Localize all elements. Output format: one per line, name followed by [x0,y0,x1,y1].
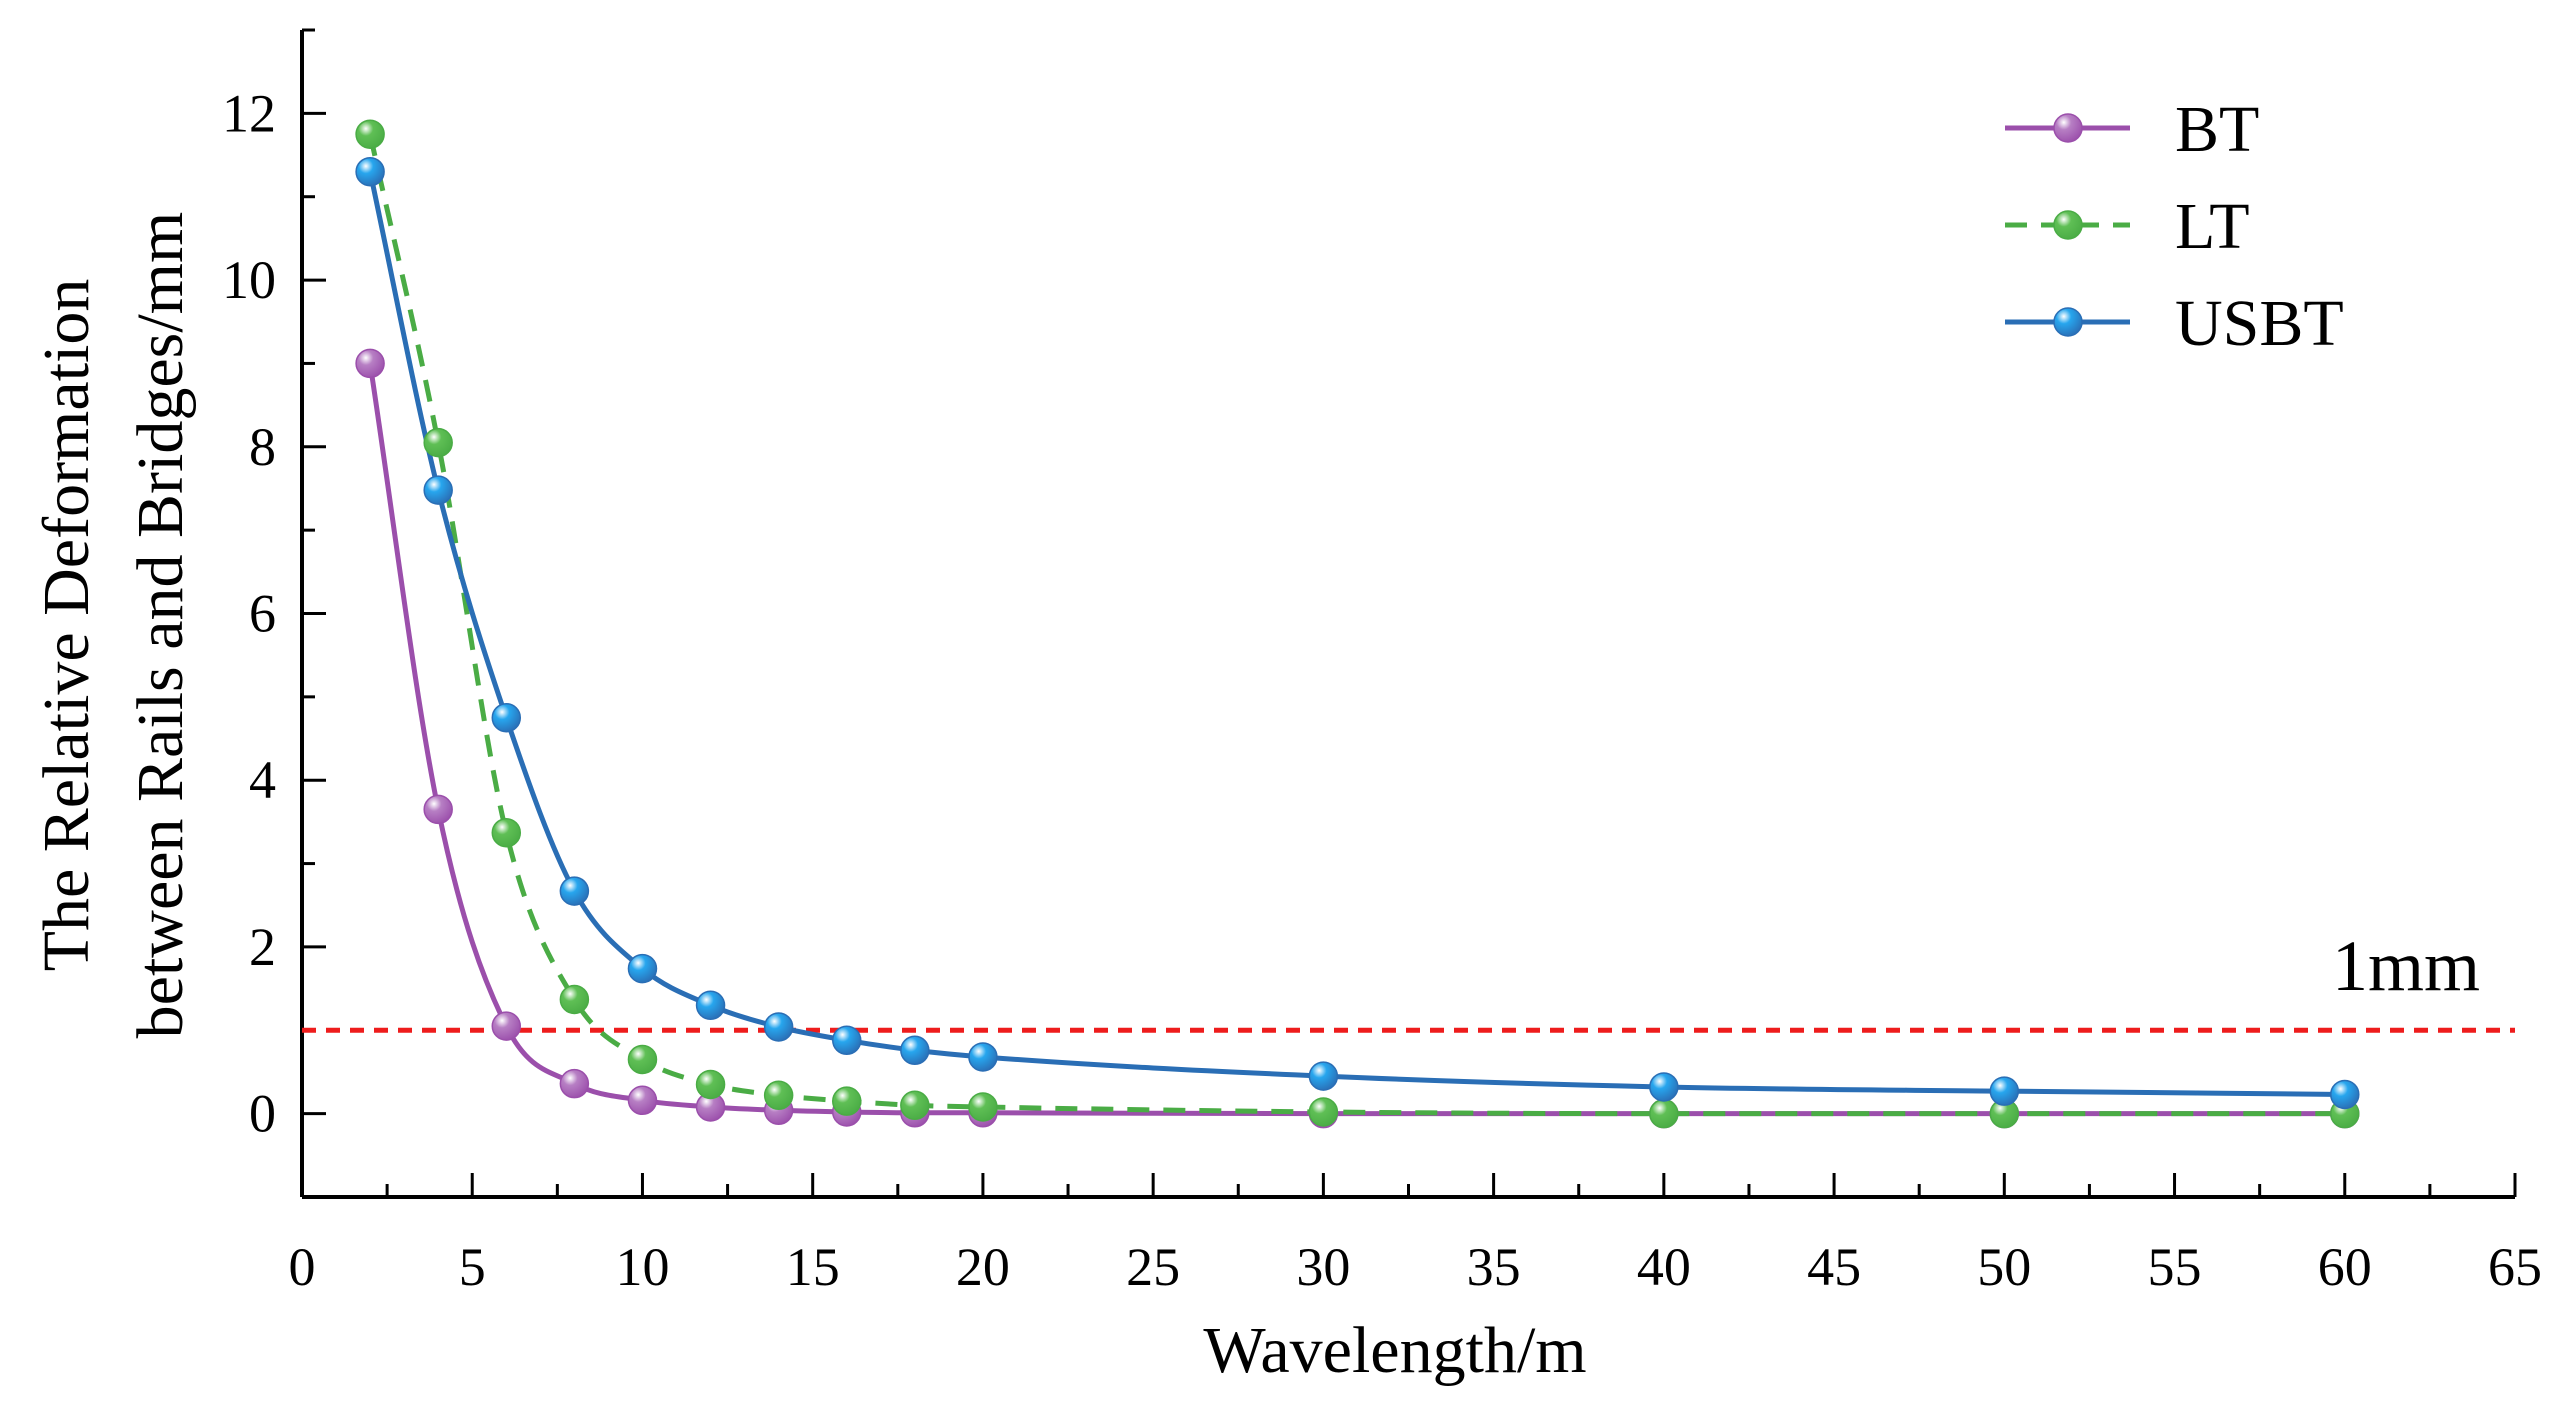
series-line-usbt [367,171,2345,1097]
data-point-bt [355,348,385,379]
x-tick-label: 35 [1467,1237,1521,1297]
data-point-lt [355,119,385,149]
data-point-usbt [627,953,658,984]
data-point-usbt [2330,1079,2360,1110]
x-tick-label: 10 [615,1237,669,1297]
x-tick-label: 30 [1296,1237,1350,1297]
data-point-usbt [831,1025,862,1056]
axes-layer: 0 5 10 15 20 25 30 35 40 45 50 55 60 65 0 2 4 6 8 10 12 [222,28,2542,1297]
data-point-usbt [900,1035,930,1066]
series-line-lt [367,133,2345,1117]
x-tick-label: 50 [1977,1237,2031,1297]
data-point-lt [900,1090,930,1121]
x-tick-label: 65 [2488,1237,2542,1297]
legend-marker-lt [2053,210,2083,240]
data-point-lt [1308,1097,1339,1127]
data-point-lt [968,1092,998,1122]
y-axis-title-line-1: The Relative Deformation [30,279,103,972]
data-point-lt [559,984,590,1015]
data-point-bt [423,794,453,825]
data-point-usbt [1649,1072,1679,1102]
y-tick-label: 4 [249,750,276,810]
x-tick-label: 5 [459,1237,486,1297]
data-point-lt [831,1086,862,1116]
x-tick-label: 45 [1807,1237,1861,1297]
y-tick-label: 2 [249,917,276,977]
data-point-usbt [695,990,726,1021]
y-tick-label: 0 [249,1084,276,1144]
legend-label-usbt: USBT [2175,287,2344,360]
marker-layer [355,119,2360,1129]
data-point-usbt [1308,1061,1339,1091]
legend-label-bt: BT [2175,93,2259,166]
data-point-usbt [1989,1076,2020,1106]
x-tick-label: 15 [786,1237,840,1297]
data-point-usbt [763,1012,794,1042]
data-point-usbt [559,876,590,906]
data-point-bt [491,1011,522,1041]
legend: BT LT USBT [2005,93,2344,360]
data-point-usbt [355,156,385,187]
data-point-usbt [491,702,522,733]
x-axis-title: Wavelength/m [1203,1314,1586,1387]
data-point-lt [1649,1098,1679,1129]
x-tick-label: 60 [2318,1237,2372,1297]
data-point-bt [627,1085,658,1116]
x-tick-label: 40 [1637,1237,1691,1297]
y-tick-label: 6 [249,584,276,644]
data-point-usbt [423,475,453,505]
legend-marker-bt [2053,113,2083,143]
data-point-lt [627,1044,658,1075]
series-layer [367,133,2345,1117]
x-tick-label: 20 [956,1237,1010,1297]
data-point-lt [491,817,522,848]
data-point-lt [763,1080,794,1111]
y-tick-label: 12 [222,83,276,143]
data-point-usbt [968,1042,998,1072]
legend-marker-usbt [2053,307,2083,337]
x-tick-label: 25 [1126,1237,1180,1297]
data-point-lt [423,427,453,458]
y-tick-label: 10 [222,250,276,310]
y-axis-title-line-2: between Rails and Bridges/mm [124,212,197,1039]
data-point-lt [695,1069,726,1100]
data-point-bt [559,1068,590,1099]
y-tick-label: 8 [249,417,276,477]
x-tick-label: 55 [2148,1237,2202,1297]
reference-line-label: 1mm [2332,926,2480,1006]
series-line-bt [367,363,2345,1117]
x-tick-label: 0 [289,1237,316,1297]
legend-label-lt: LT [2175,190,2250,263]
